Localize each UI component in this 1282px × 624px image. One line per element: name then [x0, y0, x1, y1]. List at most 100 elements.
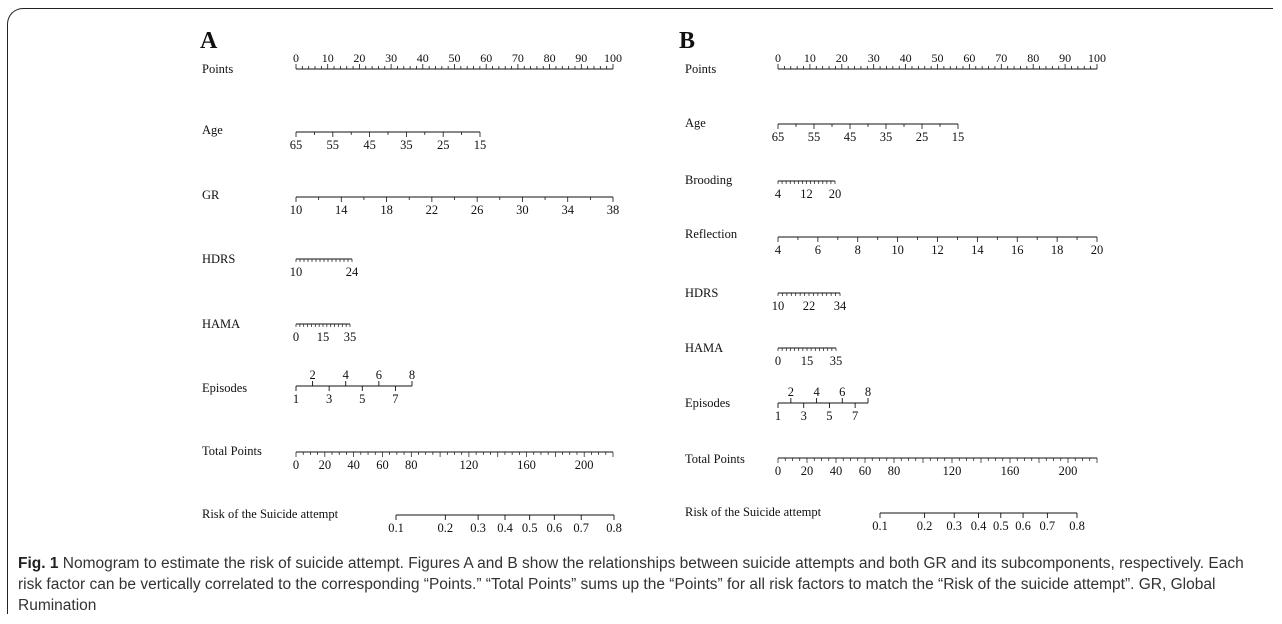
tick-label: 16 — [1011, 243, 1024, 257]
row-label-total-points: Total Points — [202, 444, 262, 458]
tick-label: 160 — [517, 458, 536, 472]
tick-label: 0.3 — [946, 519, 962, 533]
tick-label: 12 — [800, 187, 813, 201]
tick-label: 50 — [449, 51, 461, 65]
tick-label: 20 — [801, 464, 814, 478]
tick-label: 18 — [1051, 243, 1064, 257]
tick-label: 8 — [855, 243, 861, 257]
row-label-risk-of-the-suicide-attempt: Risk of the Suicide attempt — [202, 507, 339, 521]
row-label-hdrs: HDRS — [685, 286, 718, 300]
tick-label: 0.6 — [547, 521, 563, 535]
tick-label: 160 — [1001, 464, 1020, 478]
tick-label: 0.8 — [606, 521, 622, 535]
tick-label: 4 — [813, 385, 820, 399]
tick-label: 0.4 — [497, 521, 513, 535]
tick-label: 0.1 — [388, 521, 404, 535]
tick-label: 65 — [290, 138, 303, 152]
tick-label: 200 — [1059, 464, 1078, 478]
tick-label: 40 — [830, 464, 843, 478]
tick-label: 6 — [376, 368, 382, 382]
tick-label: 1 — [775, 409, 781, 423]
tick-label: 0.7 — [1040, 519, 1056, 533]
figure-frame — [7, 8, 1273, 614]
tick-label: 25 — [437, 138, 450, 152]
tick-label: 80 — [1027, 51, 1039, 65]
tick-label: 100 — [1088, 51, 1106, 65]
tick-label: 5 — [826, 409, 832, 423]
tick-label: 35 — [830, 354, 843, 368]
tick-label: 30 — [516, 203, 529, 217]
tick-label: 15 — [801, 354, 814, 368]
tick-label: 15 — [474, 138, 487, 152]
tick-label: 120 — [943, 464, 962, 478]
row-label-points: Points — [685, 62, 716, 76]
tick-label: 0 — [775, 354, 781, 368]
row-label-gr: GR — [202, 188, 220, 202]
tick-label: 10 — [772, 299, 785, 313]
tick-label: 20 — [353, 51, 365, 65]
tick-label: 40 — [900, 51, 912, 65]
tick-label: 70 — [995, 51, 1007, 65]
tick-label: 22 — [803, 299, 816, 313]
tick-label: 50 — [932, 51, 944, 65]
tick-label: 80 — [888, 464, 901, 478]
panel-letter: A — [200, 28, 218, 54]
tick-label: 55 — [327, 138, 340, 152]
tick-label: 3 — [326, 392, 332, 406]
row-label-episodes: Episodes — [202, 381, 247, 395]
tick-label: 60 — [480, 51, 492, 65]
tick-label: 0.8 — [1069, 519, 1085, 533]
tick-label: 35 — [400, 138, 413, 152]
row-label-episodes: Episodes — [685, 396, 730, 410]
row-label-risk-of-the-suicide-attempt: Risk of the Suicide attempt — [685, 505, 822, 519]
row-label-brooding: Brooding — [685, 173, 733, 187]
tick-label: 7 — [852, 409, 858, 423]
tick-label: 0.6 — [1015, 519, 1031, 533]
tick-label: 35 — [880, 130, 893, 144]
tick-label: 60 — [963, 51, 975, 65]
caption-label: Fig. 1 — [18, 555, 59, 572]
tick-label: 20 — [319, 458, 332, 472]
tick-label: 34 — [561, 203, 574, 217]
tick-label: 10 — [290, 265, 303, 279]
tick-label: 22 — [426, 203, 439, 217]
tick-label: 10 — [322, 51, 334, 65]
tick-label: 4 — [775, 243, 782, 257]
tick-label: 0 — [775, 51, 781, 65]
tick-label: 38 — [607, 203, 620, 217]
tick-label: 90 — [575, 51, 587, 65]
tick-label: 200 — [575, 458, 594, 472]
tick-label: 18 — [380, 203, 393, 217]
tick-label: 8 — [409, 368, 415, 382]
row-label-age: Age — [202, 123, 223, 137]
tick-label: 0 — [293, 330, 299, 344]
tick-label: 0.3 — [470, 521, 486, 535]
tick-label: 0 — [775, 464, 781, 478]
tick-label: 14 — [335, 203, 348, 217]
tick-label: 0 — [293, 458, 299, 472]
tick-label: 40 — [347, 458, 360, 472]
tick-label: 15 — [952, 130, 965, 144]
tick-label: 10 — [891, 243, 904, 257]
row-label-hdrs: HDRS — [202, 252, 235, 266]
tick-label: 26 — [471, 203, 484, 217]
figure-caption: Fig. 1 Nomogram to estimate the risk of … — [18, 553, 1268, 616]
tick-label: 0.2 — [917, 519, 933, 533]
tick-label: 2 — [309, 368, 315, 382]
panel-letter: B — [679, 28, 695, 54]
tick-label: 80 — [405, 458, 418, 472]
tick-label: 2 — [788, 385, 794, 399]
tick-label: 15 — [317, 330, 330, 344]
tick-label: 0.2 — [438, 521, 454, 535]
tick-label: 60 — [376, 458, 389, 472]
tick-label: 12 — [931, 243, 944, 257]
tick-label: 34 — [834, 299, 847, 313]
tick-label: 60 — [859, 464, 872, 478]
tick-label: 20 — [1091, 243, 1104, 257]
tick-label: 20 — [836, 51, 848, 65]
tick-label: 0.4 — [971, 519, 987, 533]
row-label-age: Age — [685, 116, 706, 130]
tick-label: 6 — [815, 243, 821, 257]
tick-label: 8 — [865, 385, 871, 399]
